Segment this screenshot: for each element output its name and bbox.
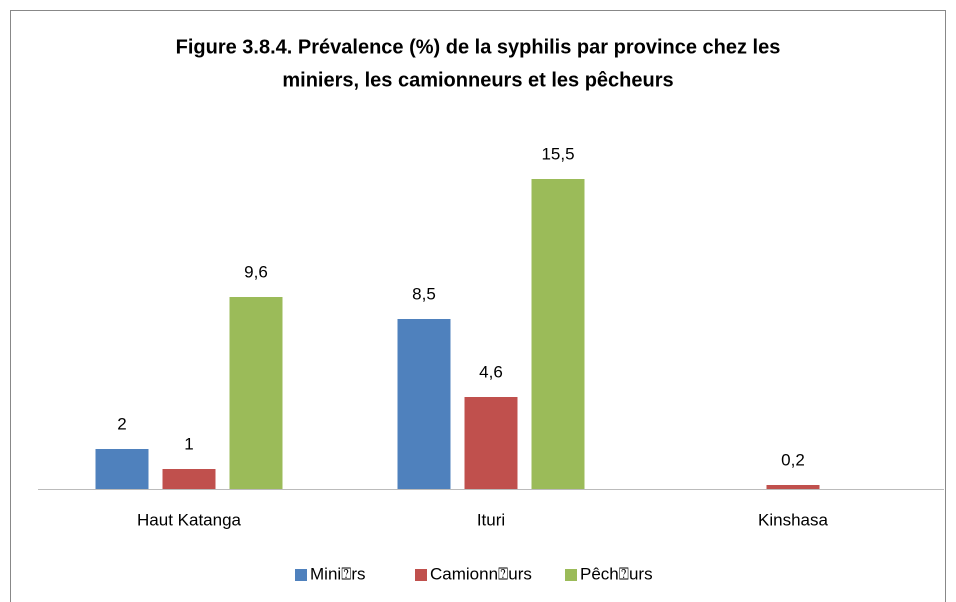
legend-label: Pêch⍰urs xyxy=(580,564,653,583)
legend-swatch xyxy=(295,569,307,581)
bar xyxy=(229,297,283,489)
bar xyxy=(464,397,518,489)
data-label: 9,6 xyxy=(244,262,268,281)
bar xyxy=(766,485,820,489)
data-label: 2 xyxy=(117,414,126,433)
data-label: 0,2 xyxy=(781,450,805,469)
x-tick-label: Kinshasa xyxy=(758,510,828,529)
chart-title: miniers, les camionneurs et les pêcheurs xyxy=(282,69,673,91)
bar xyxy=(95,449,149,489)
data-label: 8,5 xyxy=(412,284,436,303)
data-label: 1 xyxy=(184,434,193,453)
bar xyxy=(531,179,585,489)
bar xyxy=(162,469,216,489)
x-tick-label: Ituri xyxy=(477,510,505,529)
legend-label: Mini⍰rs xyxy=(310,564,366,583)
bar xyxy=(397,319,451,489)
chart-title: Figure 3.8.4. Prévalence (%) de la syphi… xyxy=(176,36,781,58)
legend-label: Camionn⍰urs xyxy=(430,564,532,583)
data-label: 15,5 xyxy=(541,144,574,163)
chart-frame xyxy=(10,10,946,602)
data-label: 4,6 xyxy=(479,362,503,381)
legend-swatch xyxy=(565,569,577,581)
x-tick-label: Haut Katanga xyxy=(137,510,242,529)
legend-swatch xyxy=(415,569,427,581)
